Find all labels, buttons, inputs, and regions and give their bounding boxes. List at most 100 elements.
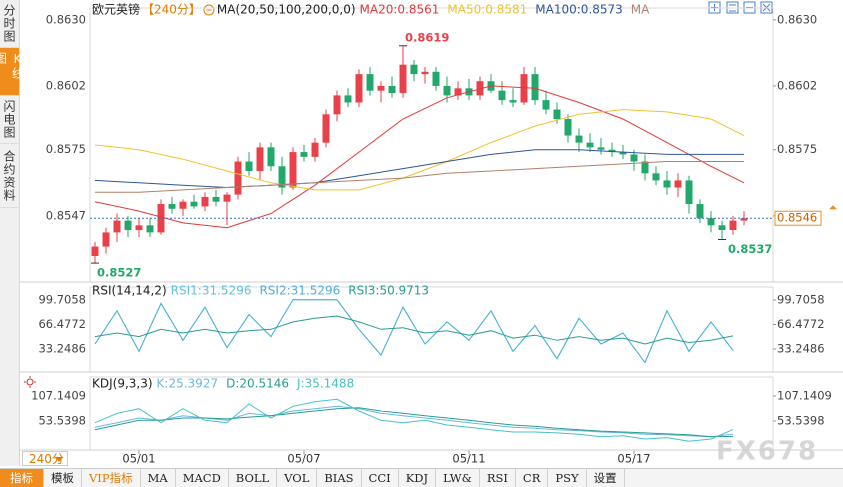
- sidebar-tab[interactable]: 分时图: [0, 0, 19, 48]
- candle-body: [91, 246, 99, 257]
- candle-body: [509, 100, 517, 103]
- candle-body: [531, 74, 539, 101]
- x-tick-label: 05/17: [617, 452, 650, 466]
- candle-body: [190, 201, 198, 207]
- extreme-label: 0.8527: [97, 266, 141, 280]
- toolbar-item[interactable]: MA: [141, 469, 176, 487]
- indicator-line: [94, 299, 734, 364]
- y-tick-label-left: 53.5398: [38, 414, 86, 428]
- legend-entry: MA20:0.8561: [360, 3, 440, 17]
- candle-body: [333, 95, 341, 115]
- panel-frame: [89, 286, 774, 373]
- candle-body: [388, 85, 396, 94]
- candle-body: [542, 100, 550, 110]
- y-tick-label-left: 0.8575: [46, 142, 86, 156]
- x-tick-label: 05/11: [452, 452, 485, 466]
- candle-body: [740, 218, 748, 221]
- candle-body: [575, 135, 583, 143]
- y-tick-label-right: 107.1409: [777, 389, 832, 403]
- candle-body: [586, 142, 594, 148]
- toolbar-item[interactable]: KDJ: [399, 469, 437, 487]
- candle-body: [696, 204, 704, 219]
- candle-body: [663, 180, 671, 188]
- last-price-label: 0.8546: [777, 211, 817, 225]
- legend-entry: MA: [631, 3, 650, 17]
- ma-line: [94, 109, 745, 191]
- last-price-marker: [829, 205, 837, 210]
- candle-body: [135, 225, 143, 231]
- y-tick-label-right: 99.7058: [777, 292, 825, 306]
- candle-body: [146, 225, 154, 233]
- kdj-settings-icon: [24, 376, 36, 388]
- candle-body: [113, 220, 121, 233]
- candle-body: [300, 152, 308, 157]
- y-tick-label-right: 0.8575: [777, 142, 817, 156]
- y-tick-label-right: 53.5398: [777, 414, 825, 428]
- ma-line: [95, 161, 744, 193]
- toolbar-item[interactable]: 指标: [0, 469, 44, 487]
- toolbar-item[interactable]: 模板: [44, 469, 82, 487]
- indicator-line: [94, 398, 734, 442]
- candle-body: [124, 220, 132, 231]
- ma-line: [94, 85, 745, 229]
- candle-body: [476, 81, 484, 96]
- dropdown-arrow[interactable]: [55, 457, 63, 462]
- toolbar-item[interactable]: 设置: [587, 469, 625, 487]
- toolbar-item[interactable]: PSY: [548, 469, 587, 487]
- instrument-name: 欧元英镑: [92, 2, 140, 17]
- toolbar-item[interactable]: VIP指标: [82, 469, 141, 487]
- candle-body: [674, 180, 682, 188]
- y-tick-label-right: 33.2486: [777, 342, 825, 356]
- legend-entry: MA50:0.8581: [447, 3, 527, 17]
- candle-body: [685, 180, 693, 205]
- toolbar-item[interactable]: RSI: [480, 469, 516, 487]
- candle-body: [707, 218, 715, 226]
- watermark: FX678: [716, 437, 818, 467]
- period-selector[interactable]: 240分: [22, 451, 68, 466]
- candle-body: [729, 220, 737, 231]
- ma-line: [94, 149, 744, 189]
- candle-body: [289, 152, 297, 188]
- candle-body: [454, 88, 462, 96]
- toolbar-item[interactable]: MACD: [176, 469, 229, 487]
- candle-body: [718, 225, 726, 231]
- y-tick-label-left: 0.8547: [46, 208, 86, 222]
- candle-body: [179, 201, 187, 209]
- candle-body: [245, 161, 253, 171]
- candle-body: [234, 161, 242, 195]
- candle-body: [410, 64, 418, 75]
- candle-body: [498, 90, 506, 101]
- period-label: 【240分】: [142, 3, 201, 17]
- candle-body: [377, 85, 385, 91]
- sidebar-tab[interactable]: 闪电图: [0, 96, 19, 144]
- legend-entry: RSI1:31.5296: [171, 284, 252, 298]
- candle-body: [608, 149, 616, 153]
- period-selector-label[interactable]: 240分: [29, 452, 64, 466]
- y-tick-label-left: 99.7058: [38, 292, 86, 306]
- candle-body: [256, 147, 264, 171]
- y-tick-label-left: 33.2486: [38, 342, 86, 356]
- candle-body: [421, 71, 429, 75]
- y-tick-label-right: 0.8602: [777, 78, 817, 92]
- toolbar-item[interactable]: LW&: [436, 469, 480, 487]
- candle-body: [212, 196, 220, 202]
- candle-body: [520, 74, 528, 103]
- sidebar-tab[interactable]: K线图: [0, 48, 25, 96]
- toolbar-item[interactable]: CR: [516, 469, 549, 487]
- candle-body: [443, 85, 451, 96]
- toolbar-item[interactable]: CCI: [362, 469, 399, 487]
- sidebar: 分时图 K线图 闪电图 合约资料: [0, 0, 25, 466]
- x-tick-label: 05/07: [287, 452, 320, 466]
- sidebar-tab[interactable]: 合约资料: [0, 144, 19, 208]
- candle-body: [597, 147, 605, 150]
- candle-body: [278, 166, 286, 188]
- candle-body: [344, 95, 352, 103]
- candle-body: [267, 147, 275, 167]
- toolbar-item[interactable]: BOLL: [229, 469, 278, 487]
- legend-entry: MA100:0.8573: [535, 3, 623, 17]
- toolbar-item[interactable]: VOL: [277, 469, 318, 487]
- y-tick-label-right: 0.8630: [777, 12, 817, 26]
- toolbar-item[interactable]: BIAS: [317, 469, 362, 487]
